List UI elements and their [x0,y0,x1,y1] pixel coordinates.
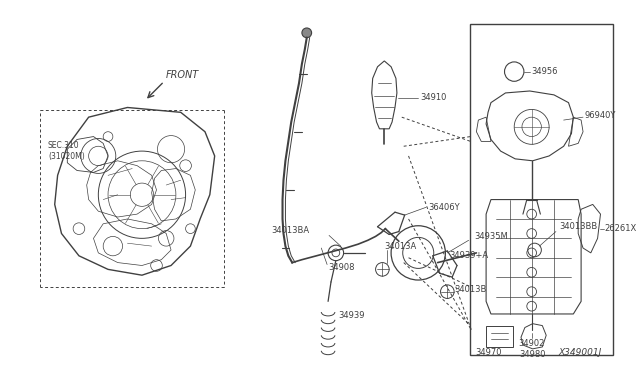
Text: 34980: 34980 [520,350,546,359]
Bar [470,24,612,356]
Text: 34970: 34970 [476,348,502,357]
Text: 96940Y: 96940Y [585,111,616,120]
Text: 34935M: 34935M [474,232,508,241]
Text: 36406Y: 36406Y [428,203,460,212]
Text: 26261X: 26261X [604,224,637,233]
Text: 34910: 34910 [420,93,447,102]
Text: 34013A: 34013A [384,241,417,251]
Text: 34939+A: 34939+A [449,251,488,260]
Text: 34908: 34908 [328,263,355,272]
Text: X349001J: X349001J [559,348,602,357]
Text: 34013B: 34013B [454,285,486,294]
Text: 34956: 34956 [532,67,558,76]
Text: 34902: 34902 [518,339,545,347]
Text: SEC.310
(31020M): SEC.310 (31020M) [48,141,84,161]
Circle shape [302,28,312,38]
Text: 34939: 34939 [339,311,365,320]
Bar [486,326,513,347]
Text: 34013BA: 34013BA [271,226,309,235]
Text: 34013BB: 34013BB [559,222,597,231]
Text: FRONT: FRONT [166,70,200,80]
